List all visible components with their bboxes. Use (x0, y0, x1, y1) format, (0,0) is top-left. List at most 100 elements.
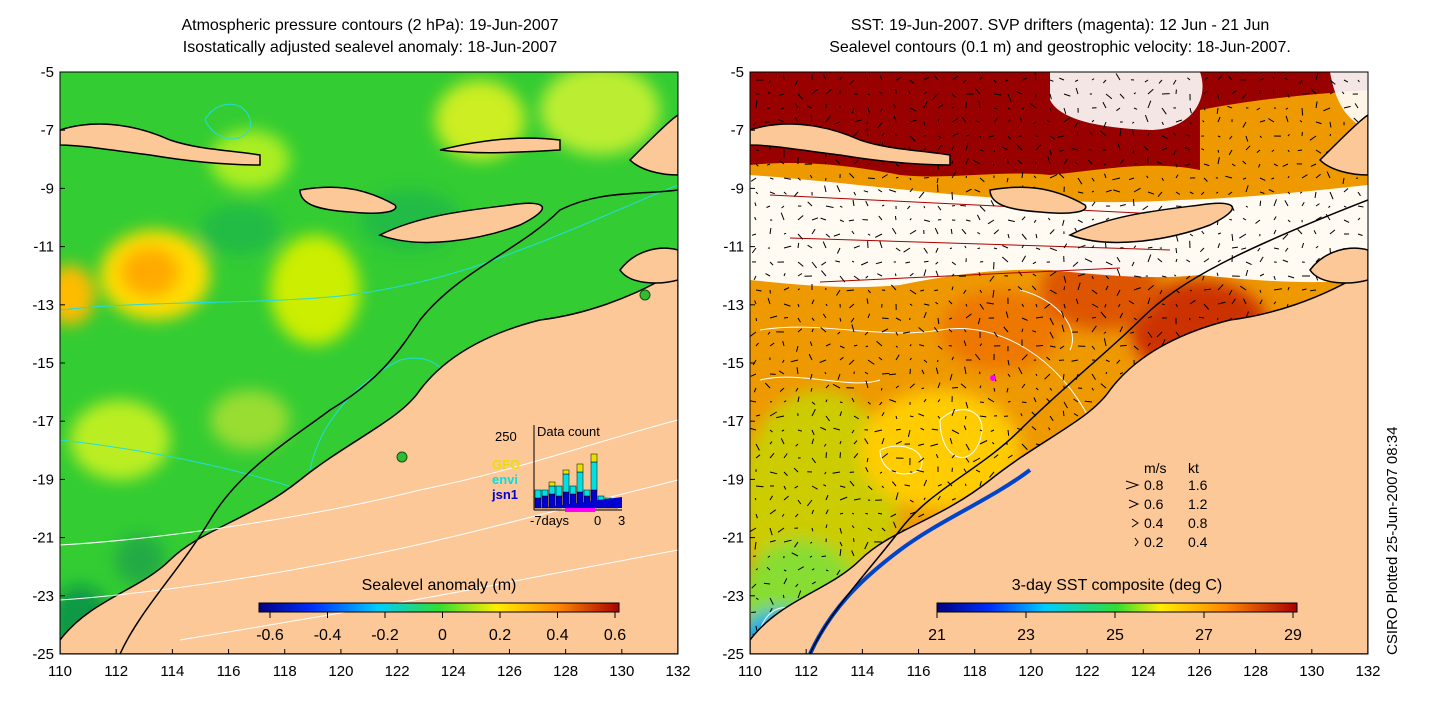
left-lon-tick-label: 122 (385, 663, 410, 680)
velocity-vector (811, 438, 815, 445)
velocity-vector (931, 428, 939, 431)
velocity-vector (767, 297, 771, 305)
left-lat-tick-label: -19 (32, 471, 54, 488)
velocity-vector (836, 247, 841, 254)
inset-x-tick-start: -7days (530, 513, 570, 528)
velocity-vector (1074, 162, 1079, 165)
velocity-vector (1001, 256, 1009, 263)
velocity-legend-arrow (1131, 518, 1139, 528)
velocity-vector (1287, 286, 1290, 291)
velocity-vector (937, 205, 942, 211)
velocity-vector (1018, 367, 1023, 375)
velocity-vector (1076, 317, 1079, 322)
velocity-vector (891, 470, 897, 473)
velocity-vector (1017, 286, 1023, 291)
velocity-vector (960, 204, 967, 207)
velocity-legend-kt: 0.4 (1188, 534, 1208, 550)
velocity-vector (839, 411, 843, 417)
velocity-vector (1073, 398, 1079, 403)
velocity-vector (1357, 217, 1361, 221)
velocity-vector (1091, 387, 1095, 391)
right-lat-tick-label: -13 (722, 297, 744, 314)
velocity-legend-ms: 0.4 (1144, 515, 1164, 531)
velocity-vector (875, 261, 883, 265)
velocity-vector (894, 273, 897, 277)
velocity-vector (1161, 177, 1164, 181)
velocity-vector (965, 188, 972, 193)
velocity-vector (1147, 297, 1151, 305)
velocity-vector (796, 345, 799, 352)
velocity-vector (1156, 331, 1163, 338)
velocity-vector (1175, 119, 1183, 123)
velocity-vector (839, 496, 848, 501)
velocity-vector (839, 440, 842, 445)
velocity-vector (839, 219, 845, 223)
velocity-vector (1186, 259, 1191, 263)
velocity-vector (848, 359, 855, 365)
velocity-vector (908, 90, 911, 95)
velocity-vector (1147, 191, 1155, 195)
velocity-vector (895, 317, 902, 322)
velocity-vector (951, 408, 956, 417)
inset-bar (590, 453, 598, 463)
velocity-vector (1273, 199, 1277, 207)
velocity-vector (1019, 117, 1023, 123)
velocity-vector (865, 466, 869, 473)
sst-colorbar-gradient (936, 602, 1298, 613)
velocity-vector (1035, 247, 1041, 250)
velocity-vector (1297, 229, 1303, 235)
velocity-vector (778, 93, 785, 96)
velocity-vector (923, 269, 927, 277)
land-masses-right (750, 114, 1368, 654)
velocity-vector (1049, 345, 1056, 348)
velocity-vector (1119, 93, 1125, 99)
velocity-vector (895, 385, 900, 389)
velocity-vector (866, 77, 869, 81)
velocity-vector (951, 261, 957, 266)
velocity-vector (935, 453, 939, 459)
velocity-vector (891, 481, 897, 487)
velocity-vector (895, 428, 901, 431)
velocity-vector (769, 527, 773, 536)
velocity-vector (1175, 303, 1178, 308)
velocity-vector (979, 385, 982, 389)
velocity-vector (880, 387, 883, 391)
velocity-vector (780, 212, 785, 221)
velocity-vector (769, 471, 778, 475)
velocity-vector (1049, 271, 1057, 277)
velocity-vector (935, 261, 939, 265)
velocity-vector (754, 541, 757, 550)
velocity-vector (794, 541, 799, 548)
velocity-vector (1189, 121, 1192, 125)
velocity-vector (1287, 275, 1295, 279)
velocity-vector (1102, 121, 1107, 130)
velocity-vector (783, 287, 790, 291)
velocity-vector (809, 174, 813, 179)
velocity-vector (806, 499, 813, 507)
velocity-vector (951, 205, 955, 207)
velocity-vector (1239, 233, 1247, 239)
velocity-vector (894, 215, 897, 221)
velocity-vector (1057, 135, 1065, 138)
velocity-vector (751, 247, 757, 254)
velocity-vector (979, 303, 985, 310)
velocity-vector (909, 79, 914, 84)
velocity-vector (916, 469, 925, 473)
velocity-vector (851, 550, 855, 557)
velocity-vector (823, 74, 827, 81)
velocity-vector (1328, 205, 1331, 208)
velocity-vector (754, 497, 757, 501)
velocity-vector (839, 512, 844, 515)
velocity-vector (750, 400, 757, 403)
velocity-vector (1189, 289, 1193, 292)
right-title-line1: SST: 19-Jun-2007. SVP drifters (magenta)… (850, 17, 1270, 34)
velocity-vector (1156, 161, 1163, 165)
velocity-vector (895, 76, 903, 81)
velocity-vector (1147, 331, 1153, 338)
velocity-vector (1310, 163, 1317, 167)
left-lon-tick-label: 120 (328, 663, 353, 680)
velocity-vector (948, 328, 953, 333)
velocity-vector (1091, 78, 1095, 81)
velocity-vector (1173, 149, 1177, 156)
velocity-vector (1147, 88, 1154, 95)
